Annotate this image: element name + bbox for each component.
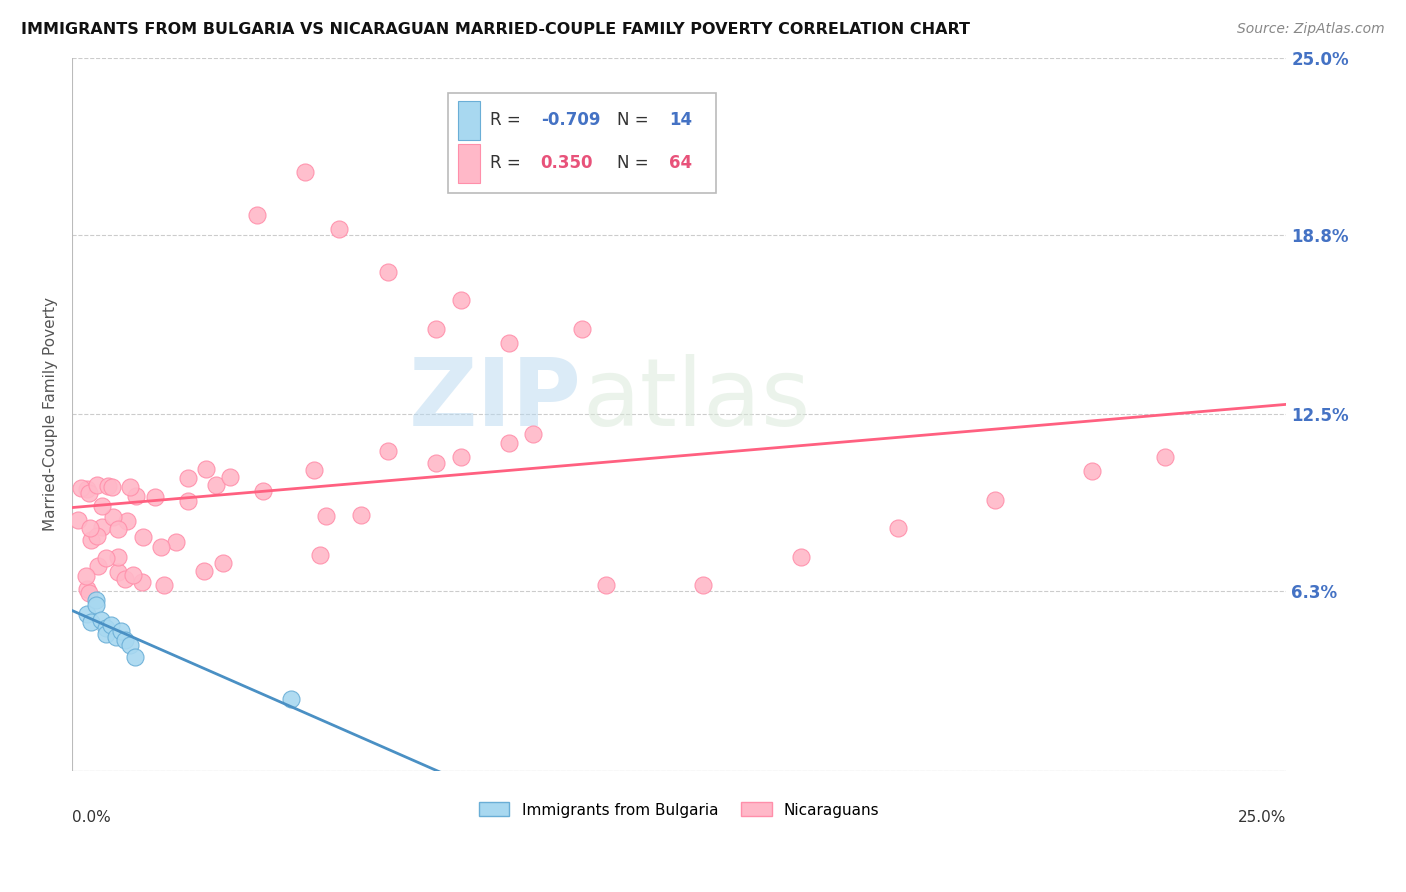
Point [349,508,371,523]
Text: 0.350: 0.350 [541,154,593,172]
Point [101,480,124,494]
Text: IMMIGRANTS FROM BULGARIA VS NICARAGUAN MARRIED-COUPLE FAMILY POVERTY CORRELATION: IMMIGRANTS FROM BULGARIA VS NICARAGUAN M… [21,22,970,37]
Point [76,607,98,621]
Point [90,499,112,513]
Point [887,521,910,535]
Point [315,509,337,524]
Text: -0.709: -0.709 [541,112,600,129]
Text: ZIP: ZIP [409,354,582,446]
Point [96,551,118,566]
Text: N =: N = [617,112,654,129]
Point [789,549,811,564]
Text: 0.0%: 0.0% [72,810,111,825]
Point [692,578,714,592]
Y-axis label: Married-Couple Family Poverty: Married-Couple Family Poverty [44,297,58,532]
Point [69,481,91,495]
Point [153,578,176,592]
Text: Source: ZipAtlas.com: Source: ZipAtlas.com [1237,22,1385,37]
Text: 25.0%: 25.0% [1237,810,1286,825]
Point [252,484,274,499]
Point [177,471,200,485]
Bar [458,101,479,140]
Point [76,482,98,496]
Point [571,321,593,335]
Point [79,485,101,500]
Point [84,599,107,613]
Point [80,615,103,630]
Point [101,509,124,524]
Point [425,456,447,470]
Point [107,565,129,579]
Point [280,692,302,706]
Point [120,480,142,494]
Text: 14: 14 [669,112,693,129]
Point [67,513,90,527]
Point [86,529,108,543]
Point [522,427,544,442]
Point [75,569,97,583]
Point [114,632,136,647]
Legend: Immigrants from Bulgaria, Nicaraguans: Immigrants from Bulgaria, Nicaraguans [472,797,886,823]
Point [245,208,267,222]
Point [86,477,108,491]
Point [498,335,520,350]
Point [122,567,145,582]
Point [80,533,103,547]
Point [143,490,166,504]
Point [595,578,617,592]
Text: R =: R = [489,154,526,172]
Point [1081,464,1104,478]
Point [107,522,129,536]
Point [107,549,129,564]
Point [94,621,117,635]
Point [114,572,136,586]
Point [150,540,173,554]
Text: 64: 64 [669,154,693,172]
Point [86,558,108,573]
Point [205,478,228,492]
Point [131,575,153,590]
Point [76,582,98,597]
Point [132,530,155,544]
Point [425,321,447,335]
Point [450,450,472,464]
Point [124,649,146,664]
Point [377,444,399,458]
Point [90,613,112,627]
Point [498,435,520,450]
Point [125,489,148,503]
Point [104,630,127,644]
FancyBboxPatch shape [449,94,716,194]
Point [115,514,138,528]
Point [84,592,107,607]
Point [450,293,472,307]
Point [100,618,122,632]
Text: R =: R = [489,112,526,129]
Point [984,492,1007,507]
Point [211,556,233,570]
Point [165,535,187,549]
Bar [458,144,479,183]
Point [377,264,399,278]
Point [120,638,142,652]
Point [79,521,101,535]
Point [328,222,350,236]
Text: atlas: atlas [582,354,810,446]
Point [97,479,120,493]
Point [77,585,100,599]
Point [195,462,218,476]
Point [302,463,325,477]
Text: N =: N = [617,154,654,172]
Point [91,519,114,533]
Point [177,493,200,508]
Point [294,165,316,179]
Point [193,564,215,578]
Point [110,624,132,638]
Point [218,470,240,484]
Point [309,548,332,562]
Point [94,627,117,641]
Point [1154,450,1177,464]
